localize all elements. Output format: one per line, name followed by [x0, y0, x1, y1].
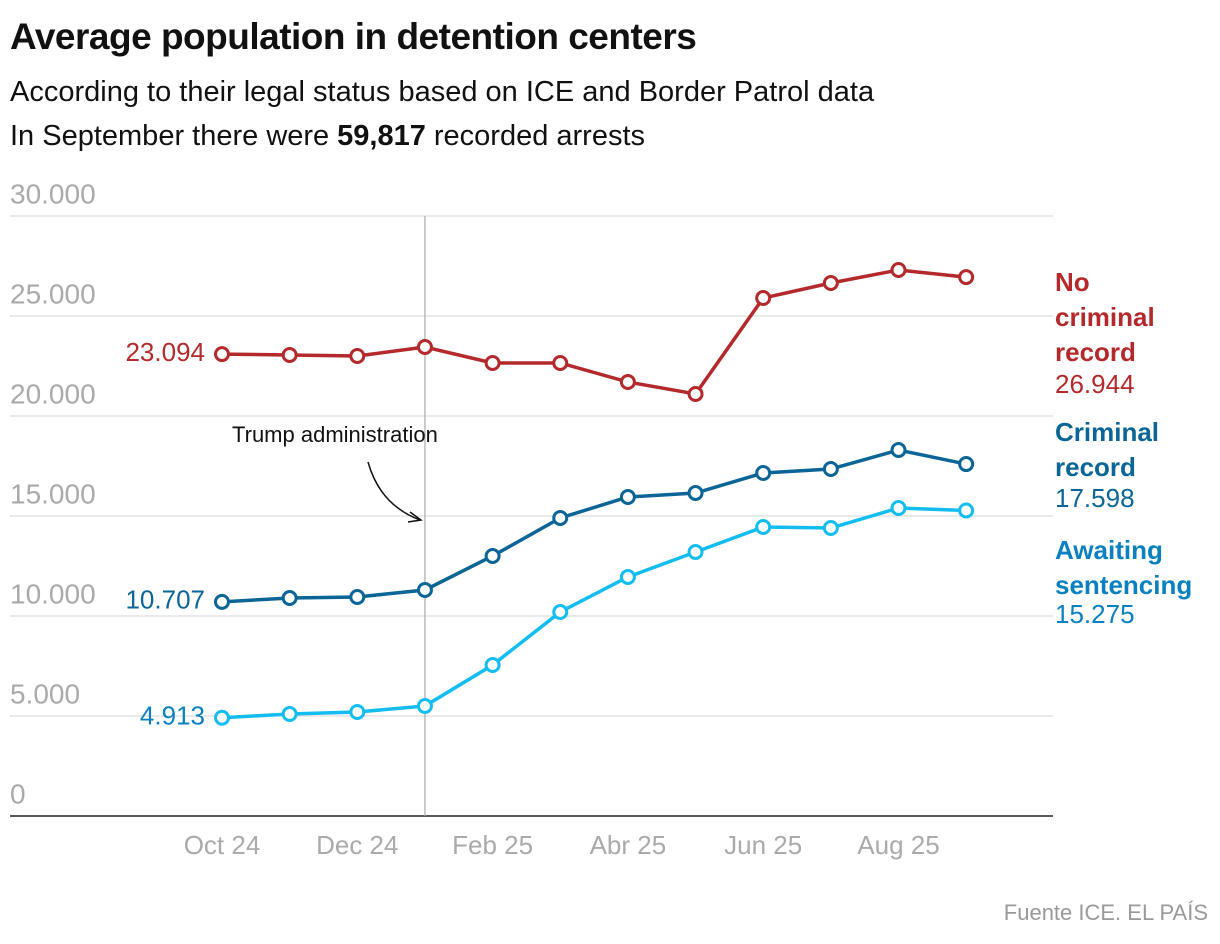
y-tick-label: 5.000 — [10, 678, 80, 709]
data-point — [619, 569, 636, 585]
y-tick-label: 10.000 — [10, 578, 96, 609]
data-point — [755, 290, 772, 306]
data-point — [755, 519, 772, 535]
data-point — [822, 520, 839, 536]
data-label: 17.598 — [1055, 483, 1135, 513]
data-point — [552, 355, 569, 371]
data-point — [484, 355, 501, 371]
chart-subtitle: According to their legal status based on… — [10, 76, 875, 108]
data-label: 15.275 — [1055, 599, 1135, 629]
data-label: 10.707 — [125, 585, 205, 615]
data-point — [687, 386, 704, 402]
data-point — [281, 706, 298, 722]
data-point — [822, 275, 839, 291]
series-line — [221, 506, 967, 720]
chart-title: Average population in detention centers — [10, 16, 697, 57]
data-point — [349, 704, 366, 720]
data-point — [552, 510, 569, 526]
note-number: 59,817 — [337, 120, 426, 152]
y-tick-label: 30.000 — [10, 178, 96, 209]
note-text: In September there were — [10, 120, 330, 152]
data-point — [822, 461, 839, 477]
data-point — [214, 346, 230, 363]
note-text: recorded arrests — [433, 120, 646, 152]
data-point — [484, 548, 501, 564]
y-tick-label: 25.000 — [10, 278, 96, 309]
data-point — [552, 604, 569, 620]
series-line — [221, 268, 967, 396]
x-tick-label: Jun 25 — [724, 830, 802, 860]
annotation-arrow — [367, 461, 421, 521]
data-point — [416, 582, 433, 598]
data-point — [281, 590, 298, 606]
x-tick-label: Oct 24 — [184, 830, 261, 860]
annotation: Trump administration — [232, 422, 438, 447]
data-point — [687, 485, 704, 501]
data-point — [890, 442, 907, 458]
x-tick-label: Aug 25 — [857, 830, 939, 860]
source: Fuente ICE. EL PAÍS — [1003, 900, 1208, 925]
data-point — [349, 589, 366, 605]
data-label: 4.913 — [140, 701, 205, 731]
x-tick-label: Feb 25 — [452, 830, 533, 860]
x-tick-label: Abr 25 — [590, 830, 667, 860]
data-point — [214, 709, 230, 726]
arrow-head — [407, 511, 423, 523]
data-label: 23.094 — [125, 337, 205, 367]
data-point — [755, 465, 772, 481]
data-point — [890, 262, 907, 278]
series-line — [221, 448, 967, 604]
x-tick-label: Dec 24 — [316, 830, 398, 860]
data-point — [416, 339, 433, 355]
data-point — [619, 489, 636, 505]
y-tick-label: 0 — [10, 778, 26, 809]
data-point — [214, 593, 230, 610]
y-tick-label: 20.000 — [10, 378, 96, 409]
data-label: 26.944 — [1055, 369, 1135, 399]
chart-note: In September there were 59,817 recorded ar… — [10, 120, 645, 153]
data-point — [349, 348, 366, 364]
data-point — [416, 698, 433, 714]
data-point — [484, 657, 501, 673]
data-point — [958, 502, 975, 519]
data-point — [619, 374, 636, 390]
legend-label: No criminal record — [1055, 267, 1155, 367]
data-point — [890, 500, 907, 516]
data-point — [281, 347, 298, 363]
data-point — [687, 544, 704, 560]
legend-label: Criminal record — [1055, 417, 1160, 482]
legend-label: Awaiting sentencing — [1055, 535, 1193, 600]
y-tick-label: 15.000 — [10, 478, 96, 509]
data-point — [958, 269, 975, 286]
data-point — [958, 456, 975, 473]
